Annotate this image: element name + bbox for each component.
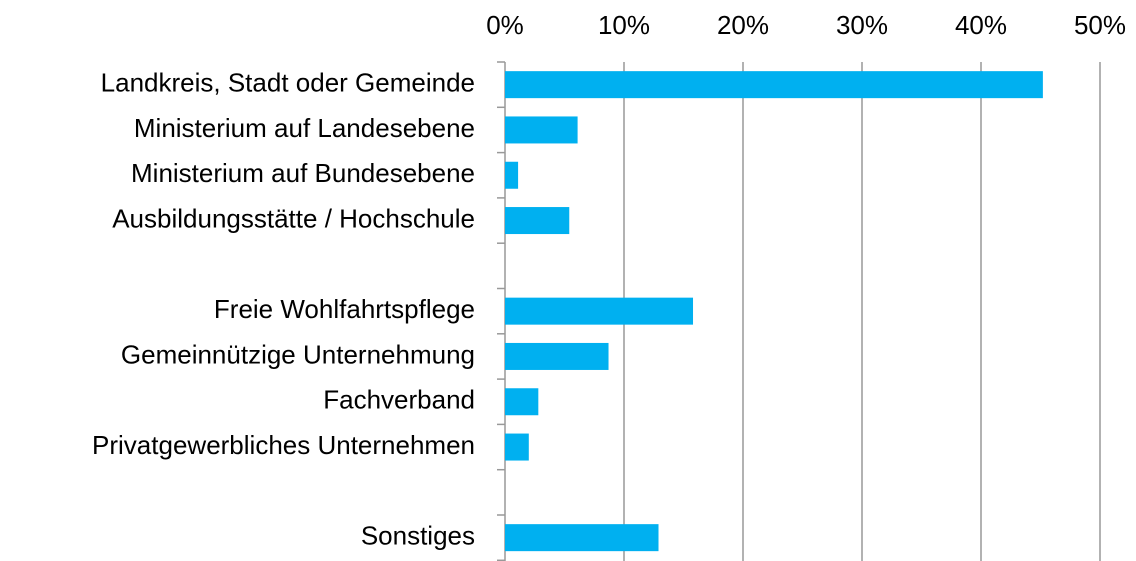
bar (505, 116, 578, 144)
bar (505, 388, 539, 416)
x-tick-label: 10% (598, 10, 650, 40)
x-tick-label: 40% (955, 10, 1007, 40)
x-tick-label: 30% (836, 10, 888, 40)
bar (505, 71, 1043, 99)
y-tick-label: Ausbildungsstätte / Hochschule (112, 203, 475, 233)
bar (505, 297, 694, 325)
bar (505, 433, 529, 461)
x-tick-label: 50% (1074, 10, 1126, 40)
bar (505, 342, 609, 370)
y-tick-label: Privatgewerbliches Unternehmen (92, 430, 475, 460)
bar (505, 161, 519, 189)
y-tick-label: Freie Wohlfahrtspflege (214, 294, 475, 324)
y-tick-label: Landkreis, Stadt oder Gemeinde (101, 68, 475, 98)
bar (505, 207, 570, 235)
bar (505, 524, 659, 552)
x-tick-label: 20% (717, 10, 769, 40)
y-tick-label: Gemeinnützige Unternehmung (121, 339, 475, 369)
y-tick-label: Sonstiges (361, 521, 475, 551)
y-tick-label: Ministerium auf Bundesebene (131, 158, 475, 188)
x-tick-label: 0% (486, 10, 524, 40)
y-tick-label: Fachverband (323, 385, 475, 415)
y-tick-label: Ministerium auf Landesebene (134, 113, 475, 143)
